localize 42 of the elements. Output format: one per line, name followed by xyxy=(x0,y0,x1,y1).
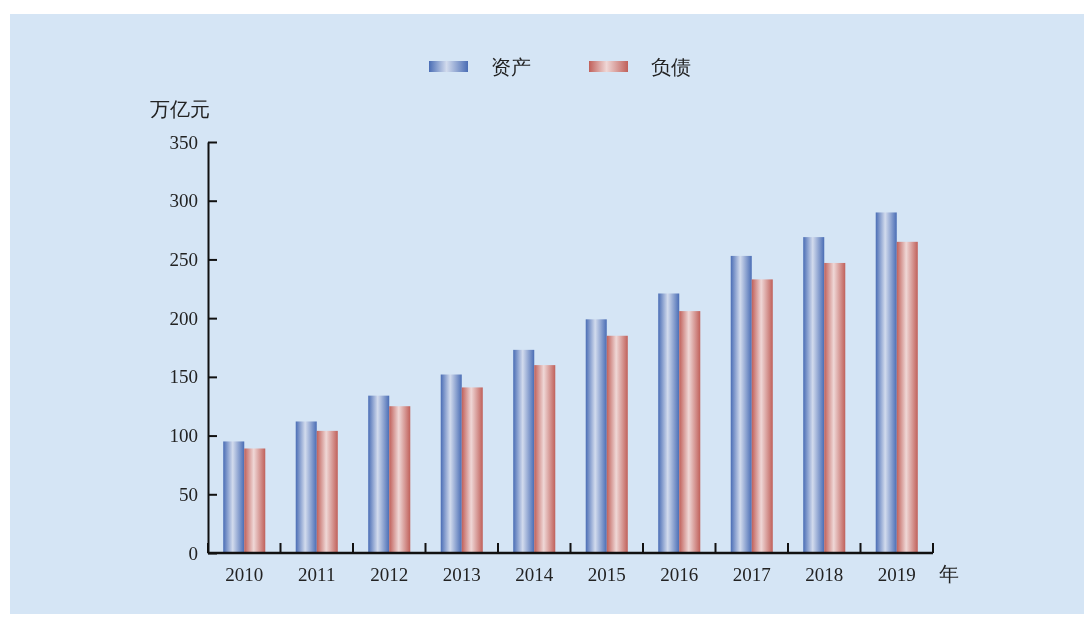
bar xyxy=(824,262,846,553)
bar xyxy=(244,448,266,553)
x-tick-label: 2010 xyxy=(225,564,264,585)
bar xyxy=(751,279,773,553)
x-tick-label: 2017 xyxy=(732,564,771,585)
y-tick-label: 0 xyxy=(188,542,198,564)
bar xyxy=(585,319,607,553)
x-tick-label: 2015 xyxy=(587,564,626,585)
bar xyxy=(316,430,338,553)
x-tick-label: 2013 xyxy=(442,564,481,585)
x-tick-label: 2011 xyxy=(298,564,336,585)
y-tick-label: 100 xyxy=(169,425,198,447)
bar xyxy=(223,441,245,553)
bar xyxy=(513,349,535,553)
legend-label: 资产 xyxy=(491,56,531,78)
bar xyxy=(461,387,483,553)
bar xyxy=(730,255,752,553)
x-tick-label: 2012 xyxy=(370,564,409,585)
y-tick-label: 350 xyxy=(169,131,198,153)
bar xyxy=(389,406,411,553)
bar xyxy=(803,237,825,553)
legend-label: 负债 xyxy=(651,56,691,78)
x-tick-label: 2018 xyxy=(805,564,844,585)
bar xyxy=(440,374,462,553)
y-tick-label: 200 xyxy=(169,307,198,329)
bar xyxy=(896,241,918,553)
bar xyxy=(679,311,701,553)
x-tick-label: 2019 xyxy=(877,564,916,585)
bar xyxy=(875,212,897,553)
y-tick-label: 300 xyxy=(169,190,198,212)
x-axis-title: 年 xyxy=(939,563,959,585)
bar xyxy=(606,335,628,553)
bar xyxy=(534,365,556,553)
bar xyxy=(295,421,317,553)
bar xyxy=(658,293,680,553)
y-axis-title: 万亿元 xyxy=(150,98,210,120)
y-tick-label: 50 xyxy=(179,483,198,505)
x-tick-label: 2014 xyxy=(515,564,554,585)
y-tick-label: 250 xyxy=(169,249,198,271)
x-tick-label: 2016 xyxy=(660,564,699,585)
y-tick-label: 150 xyxy=(169,366,198,388)
bar xyxy=(368,395,390,553)
